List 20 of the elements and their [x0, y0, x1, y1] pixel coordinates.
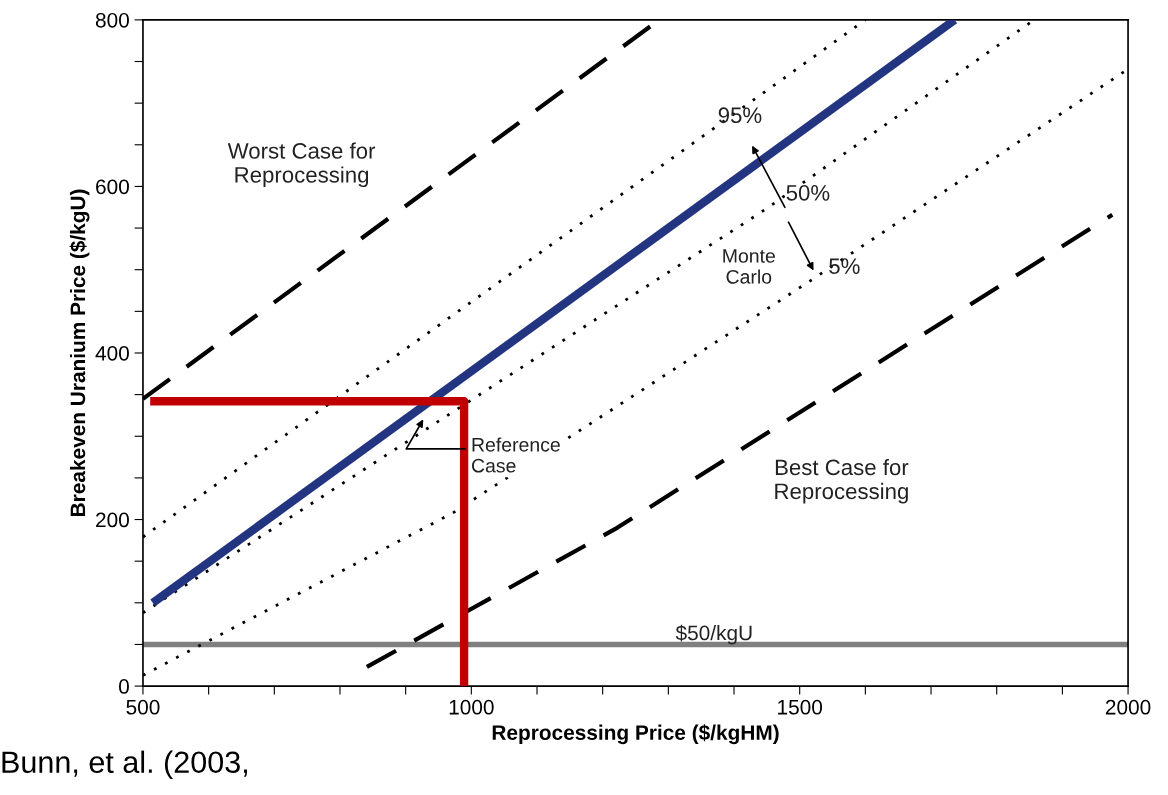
x-axis-title: Reprocessing Price ($/kgHM)	[492, 724, 779, 745]
annotation: 50%	[786, 184, 830, 201]
x-tick-label: 2000	[1105, 699, 1151, 715]
y-tick-label: 600	[96, 179, 129, 195]
text: Bunn, et al. (2003,	[2, 750, 247, 780]
annotation: Monte Carlo	[723, 249, 775, 284]
annotation: 95%	[718, 107, 762, 124]
x-tick-label: 1000	[449, 699, 494, 715]
y-tick-label: 200	[96, 512, 129, 528]
x-tick-label: 500	[126, 699, 160, 715]
ref-line-label: $50/kgU	[675, 624, 752, 645]
y-tick-label: 400	[95, 345, 129, 361]
annotation: 5%	[829, 258, 860, 274]
x-tick-label: 1500	[778, 699, 823, 715]
y-axis-title: Breakeven Uranium Price ($/kgU)	[69, 189, 90, 516]
y-tick-label: 0	[119, 679, 129, 694]
annotation: Best Case for Reprocessing	[775, 458, 909, 504]
annotation: Reference Case	[471, 437, 560, 473]
y-tick-label: 800	[95, 12, 129, 28]
annotation: Worst Case for Reprocessing	[227, 142, 376, 188]
